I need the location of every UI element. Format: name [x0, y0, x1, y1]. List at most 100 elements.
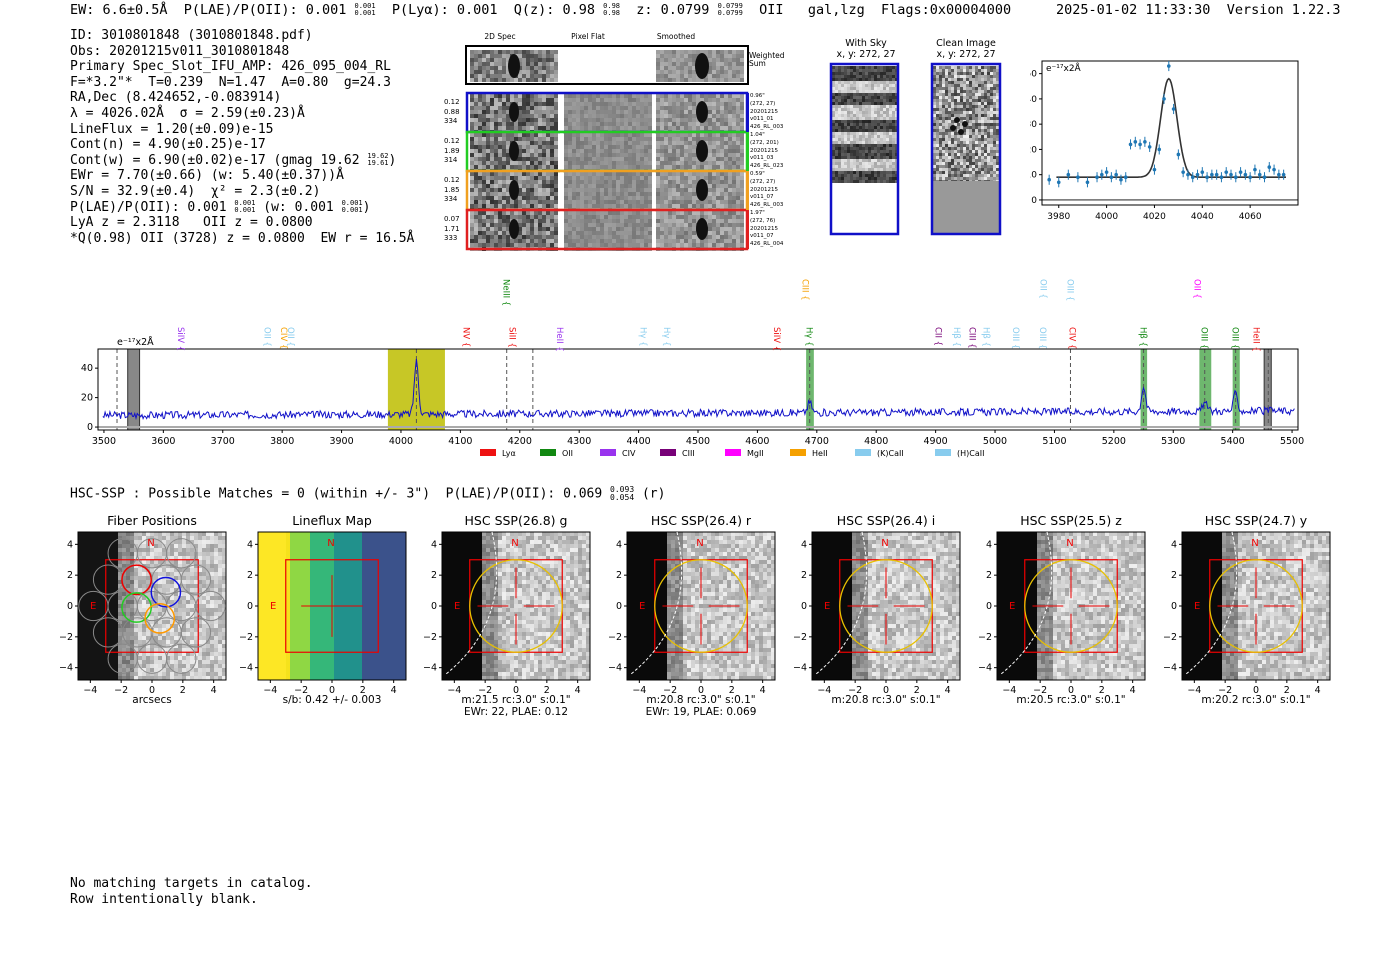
compass-north: N — [1251, 538, 1258, 549]
line-label: Hβ { — [951, 327, 961, 347]
panel-image-5: N E −4 −4 −2 −2 0 0 2 2 4 4 — [978, 531, 1146, 696]
panel-ytick: 0 — [616, 601, 622, 612]
panel-xtick: −4 — [632, 685, 646, 696]
panel-ytick: 2 — [986, 570, 992, 581]
spectrum-axes — [97, 348, 1299, 431]
panel-ytick: −4 — [978, 663, 992, 674]
spectrum-xtick: 5100 — [1042, 436, 1066, 447]
fit-point — [1162, 93, 1166, 104]
panel-ytick: 4 — [431, 539, 437, 550]
clean-image-title: Clean Image — [936, 38, 996, 49]
stamp-row-2-right-3: v011_07 — [750, 194, 774, 201]
info-line-6: LineFlux = 1.20(±0.09)e-15 — [70, 121, 274, 137]
line-label: Hβ { — [981, 327, 991, 347]
fit-ytick: 0 — [1031, 196, 1037, 206]
panel-image-2: N E −4 −4 −2 −2 0 0 2 2 4 4 — [423, 531, 591, 696]
spectrum-ytick: 0 — [87, 422, 93, 433]
panel-ytick: 0 — [1171, 601, 1177, 612]
panel-xtick: 4 — [575, 685, 581, 696]
hsc-plae-sub: 0.054 — [610, 493, 635, 502]
line-label: OIII { — [1064, 279, 1074, 301]
stamp-row-1-left-0: 0.12 — [444, 137, 460, 145]
stamp-images — [465, 45, 749, 251]
fit-point — [1109, 172, 1114, 183]
spectrum-xtick: 5300 — [1161, 436, 1185, 447]
panel-xtick: 0 — [329, 685, 335, 696]
panel-ytick: −4 — [608, 663, 622, 674]
info-line-3: F=*3.2"* T=0.239 N=1.47 A=0.80 g=24.3 — [70, 74, 391, 90]
hsc-header: HSC-SSP : Possible Matches = 0 (within +… — [70, 486, 665, 502]
panel-sub-4: m:20.8 rc:3.0" s:0.1" — [792, 694, 980, 706]
stamp-row-1-right-3: v011_03 — [750, 155, 774, 162]
panel-ytick: 0 — [431, 601, 437, 612]
panel-sub-5: m:20.5 rc:3.0" s:0.1" — [977, 694, 1165, 706]
fit-point — [1219, 172, 1224, 183]
fit-point — [1190, 172, 1195, 183]
panel-image-6: N E −4 −4 −2 −2 0 0 2 2 4 4 — [1163, 531, 1331, 696]
header-part-1: P(Lyα): 0.001 Q(z): 0.98 — [375, 2, 596, 18]
legend-entry: CIII — [660, 449, 695, 458]
fit-point — [1210, 169, 1214, 180]
fit-point — [1066, 169, 1071, 180]
stamp-row-left-2: 0.12 1.85 334 — [444, 176, 460, 205]
line-label: NeIII { — [501, 279, 511, 306]
stamp-row-0-right-0: 0.96" — [750, 93, 765, 99]
panel-image-0: N E −4 −4 −2 −2 0 0 2 2 4 4 — [59, 531, 227, 696]
sky-images — [829, 62, 1002, 236]
panel-xtick: 0 — [149, 685, 155, 696]
plae-w-text: (w: 0.001 — [263, 199, 334, 215]
compass-east: E — [824, 601, 830, 612]
panel-xtick: −4 — [1002, 685, 1016, 696]
spectrum-xtick: 3700 — [211, 436, 235, 447]
panel-sub1-0: arcsecs — [132, 694, 172, 706]
panel-image-1: N E −4 −4 −2 −2 0 0 2 2 4 4 — [239, 531, 407, 696]
compass-east: E — [454, 601, 460, 612]
fit-xtick: 3980 — [1047, 212, 1070, 222]
panel-ytick: 2 — [616, 570, 622, 581]
info-line-5: λ = 4026.02Å σ = 2.59(±0.23)Å — [70, 105, 305, 121]
compass-north: N — [147, 538, 154, 549]
info.plae_w-fraction: 0.001 0.001 — [342, 200, 363, 214]
spectrum-xtick: 5400 — [1221, 436, 1245, 447]
panel-xtick: −4 — [817, 685, 831, 696]
panel-title-0: Fiber Positions — [107, 513, 197, 528]
stamp-row-2-right-4: 426_RL_003 — [750, 202, 784, 209]
fit-point — [1123, 172, 1128, 183]
spectrum-xtick: 4200 — [508, 436, 532, 447]
stamp-row-left-3: 0.07 1.71 333 — [444, 215, 460, 244]
panel-sub1-4: m:20.8 rc:3.0" s:0.1" — [831, 694, 941, 706]
panel-sub1-6: m:20.2 rc:3.0" s:0.1" — [1201, 694, 1311, 706]
panel-xtick: −4 — [1187, 685, 1201, 696]
info.contw-sub: 19.61 — [367, 159, 389, 168]
fit-point — [1119, 174, 1123, 185]
full-spectrum-plot: 0 20 40 3500 3600 3700 3800 3900 4000 4100 4200 430… — [81, 279, 1304, 458]
panel-ytick: 4 — [247, 539, 253, 550]
info-contw: Cont(w) = 6.90(±0.02)e-17 (gmag 19.62 19… — [70, 152, 397, 168]
line-label: CIII { — [966, 327, 976, 349]
compass-east: E — [639, 601, 645, 612]
fit-point — [1047, 174, 1051, 185]
fit-xtick: 4040 — [1191, 212, 1214, 222]
fit-point — [1152, 164, 1157, 175]
panel-xtick: 0 — [1253, 685, 1259, 696]
spectrum-xtick: 3800 — [270, 436, 294, 447]
panel-xtick: −2 — [663, 685, 677, 696]
fit-point — [1138, 139, 1142, 150]
legend-entry: (H)CaII — [935, 449, 984, 458]
line-label: OIII { — [1199, 327, 1209, 349]
stamp-row-1-right-4: 426_RL_023 — [750, 163, 784, 170]
info-line-2: Primary Spec_Slot_IFU_AMP: 426_095_004_R… — [70, 59, 391, 75]
stamp-row-2-left-0: 0.12 — [444, 176, 460, 184]
header.plae-fraction: 0.001 0.001 — [354, 3, 375, 17]
stamp-row-right-1: 1.04" (272, 201) 20201215 v011_03 426_RL_023 — [750, 132, 783, 171]
panel-xtick: 4 — [211, 685, 217, 696]
stamp-row-0-left-1: 0.88 — [444, 107, 460, 116]
line-label: Hγ { — [637, 327, 647, 347]
panel-sub-0: arcsecs — [58, 694, 246, 706]
fit-point — [1133, 136, 1138, 147]
spectrum-xtick: 4300 — [567, 436, 591, 447]
info-line-7: Cont(n) = 4.90(±0.25)e-17 — [70, 137, 266, 153]
info-line-0: ID: 3010801848 (3010801848.pdf) — [70, 28, 313, 43]
spectrum-xtick: 5000 — [983, 436, 1007, 447]
spectrum-xtick: 4400 — [627, 436, 651, 447]
